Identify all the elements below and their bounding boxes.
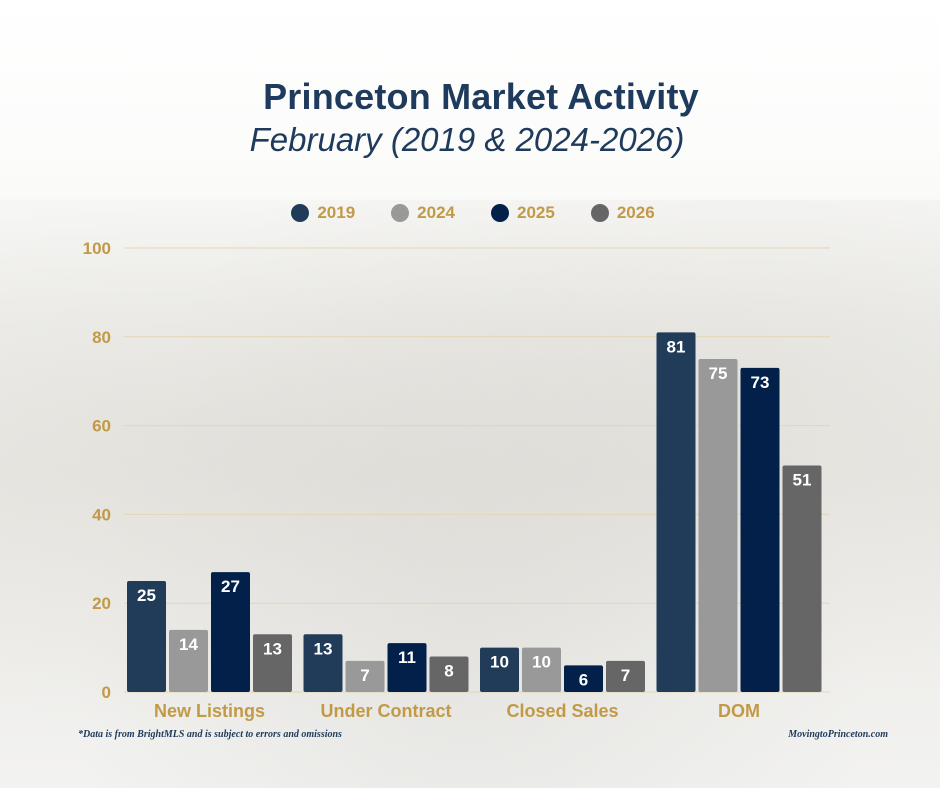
legend-label-2024: 2024 xyxy=(417,203,455,222)
data-label: 51 xyxy=(793,471,812,490)
data-label: 25 xyxy=(137,586,156,605)
y-tick-label: 100 xyxy=(83,239,111,258)
website-credit: MovingtoPrinceton.com xyxy=(788,729,888,740)
legend-label-2019: 2019 xyxy=(317,203,356,222)
legend-swatch-2026 xyxy=(590,204,609,222)
bar-2024 xyxy=(345,660,385,692)
x-category-label: New Listings xyxy=(154,701,265,721)
legend-item-2024: 2024 xyxy=(391,203,455,223)
data-label: 13 xyxy=(314,639,333,658)
bar-2025 xyxy=(564,665,603,692)
bar-2019 xyxy=(303,634,343,692)
data-label: 73 xyxy=(751,373,770,392)
legend-label-2026: 2026 xyxy=(616,203,655,222)
data-source-note: *Data is from BrightMLS and is subject t… xyxy=(78,729,342,740)
data-label: 13 xyxy=(263,639,282,658)
x-category-label: Closed Sales xyxy=(506,701,618,721)
data-label: 10 xyxy=(490,653,509,672)
data-label: 11 xyxy=(398,648,416,667)
bar-2025 xyxy=(740,367,780,692)
data-label: 7 xyxy=(621,666,630,685)
chart-subtitle: February (2019 & 2024-2026) xyxy=(249,121,685,158)
legend-item-2025: 2025 xyxy=(491,203,555,223)
data-label: 7 xyxy=(360,666,369,685)
y-tick-label: 0 xyxy=(102,683,111,702)
legend-item-2019: 2019 xyxy=(291,203,355,223)
legend-swatch-2019 xyxy=(291,204,310,222)
data-label: 75 xyxy=(709,364,728,383)
bar-2026 xyxy=(782,465,822,692)
y-tick-label: 80 xyxy=(92,328,111,347)
data-label: 10 xyxy=(532,653,551,672)
data-label: 81 xyxy=(667,337,686,356)
bar-2025 xyxy=(387,643,427,692)
bar-2024 xyxy=(169,629,208,692)
bar-2026 xyxy=(429,656,469,692)
bar-2024 xyxy=(698,359,738,692)
y-tick-label: 40 xyxy=(92,505,111,524)
bar-2026 xyxy=(606,660,645,692)
data-label: 6 xyxy=(579,670,588,689)
y-tick-label: 60 xyxy=(92,417,111,436)
data-label: 14 xyxy=(179,635,198,654)
bar-2026 xyxy=(253,634,292,692)
legend-label-2025: 2025 xyxy=(517,203,555,222)
x-category-label: DOM xyxy=(718,701,760,721)
x-category-label: Under Contract xyxy=(320,701,451,721)
legend-swatch-2025 xyxy=(491,204,509,222)
bar-2019 xyxy=(127,581,166,692)
bar-2019 xyxy=(656,332,696,692)
chart-title: Princeton Market Activity xyxy=(263,76,699,117)
y-tick-label: 20 xyxy=(92,594,111,613)
data-label: 8 xyxy=(444,661,453,680)
bar-2019 xyxy=(480,647,519,692)
legend: 2019 2024 2025 2026 xyxy=(0,200,940,226)
data-label: 27 xyxy=(221,577,240,596)
legend-item-2026: 2026 xyxy=(590,203,655,223)
bar-2025 xyxy=(211,572,250,692)
legend-swatch-2024 xyxy=(391,204,410,222)
bar-2024 xyxy=(522,647,561,692)
